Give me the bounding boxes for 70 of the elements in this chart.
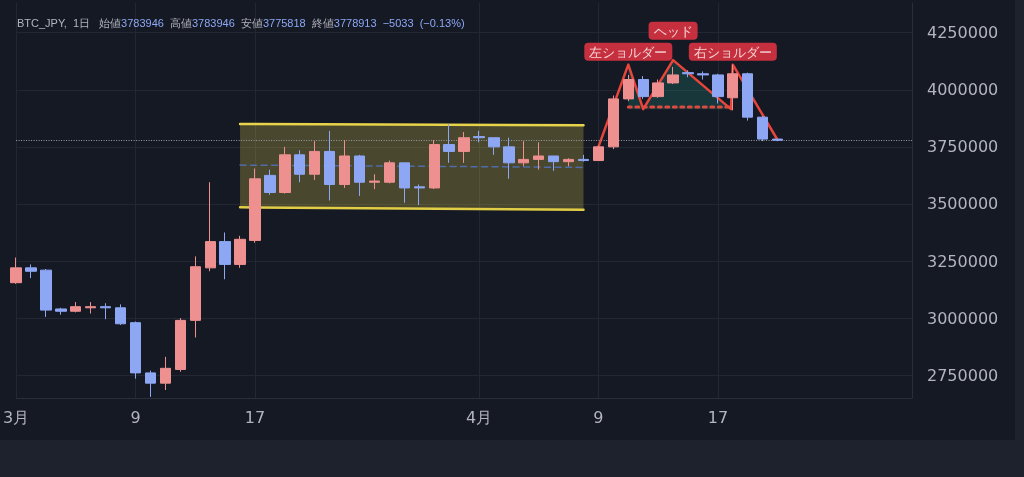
candlestick [682,69,694,78]
candlestick [488,137,500,156]
candlestick [563,157,574,167]
y-tick-label: 4000000 [927,80,999,100]
text: BTC_JPY, 1日 [17,17,91,29]
y-tick-label: 3250000 [927,251,999,271]
annotation: 左ショルダー [589,44,668,60]
candlestick [25,263,37,279]
x-tick-label: 9 [130,407,141,427]
candlestick [100,302,111,320]
candlestick [234,235,246,269]
candlestick [160,356,171,391]
candlestick [294,149,305,183]
candlestick [219,231,231,280]
candlestick [593,145,604,162]
candlestick [712,73,724,104]
candlestick [115,303,126,326]
y-tick-label: 3000000 [927,308,999,328]
candlestick [190,255,201,338]
candlestick [205,181,216,272]
candlestick [339,139,350,189]
candlestick [384,160,395,184]
candlestick [578,154,589,163]
annotation: ヘッド [653,23,693,39]
candlestick [652,78,664,99]
candlestick [473,130,485,143]
candlestick [458,131,470,164]
annotation: 右ショルダー [693,44,772,60]
candlestick [70,301,81,313]
y-tick-label: 3750000 [927,137,999,157]
candlestick [638,75,649,100]
candlestick [429,139,440,190]
candlestick [399,162,410,204]
candlestick [279,146,291,195]
candlestick [697,71,709,80]
y-tick-label: 3500000 [927,194,999,214]
x-tick-label: 17 [707,407,729,427]
candlestick [40,268,52,318]
candlestick [518,140,529,167]
candlestick [667,66,679,85]
candlestick [503,137,515,180]
candlestick [324,130,335,201]
text: 始値3783946 高値3783946 安値3775818 終値3778913 −5033 (−0.13%) [99,17,465,29]
candlestick [264,169,276,196]
candlestick [55,307,67,316]
y-tick-label: 2750000 [927,365,999,385]
candlestick [175,317,186,373]
candlestick [623,74,634,102]
x-tick-label: 9 [593,407,604,427]
x-tick-label: 17 [244,407,266,427]
candlestick [757,115,768,142]
candlestick [548,155,559,172]
candlestick [414,184,425,206]
candlestick [369,173,380,190]
candlestick [130,321,141,380]
candlestick [309,140,320,181]
candlestick [249,168,261,244]
candlestick [533,141,544,171]
candlestick [742,72,753,122]
candlestick [85,301,96,315]
candlestick [10,257,22,285]
candlestick [354,154,365,197]
candlestick [772,138,783,142]
candlestick [443,123,455,164]
candlestick [608,94,619,150]
x-tick-label: 3月 [3,407,30,427]
x-tick-label: 4月 [465,407,493,427]
candlestick [145,370,156,398]
candlestick [727,64,738,111]
y-tick-label: 4250000 [927,23,999,43]
